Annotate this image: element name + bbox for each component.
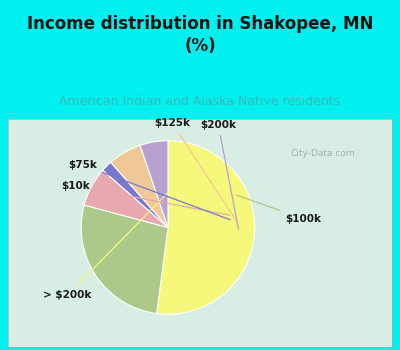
Wedge shape [103, 162, 168, 228]
Text: > $200k: > $200k [43, 163, 197, 300]
Wedge shape [111, 145, 168, 228]
Text: Income distribution in Shakopee, MN
(%): Income distribution in Shakopee, MN (%) [27, 15, 373, 55]
Text: $100k: $100k [236, 195, 321, 224]
Wedge shape [81, 205, 168, 314]
Text: $75k: $75k [68, 160, 230, 220]
Text: City-Data.com: City-Data.com [290, 149, 355, 158]
Wedge shape [140, 141, 168, 228]
Text: $10k: $10k [61, 181, 229, 215]
Text: American Indian and Alaska Native residents: American Indian and Alaska Native reside… [60, 95, 340, 108]
Wedge shape [84, 170, 168, 228]
Wedge shape [157, 141, 255, 314]
Text: $200k: $200k [200, 120, 238, 229]
Text: $125k: $125k [154, 118, 238, 223]
